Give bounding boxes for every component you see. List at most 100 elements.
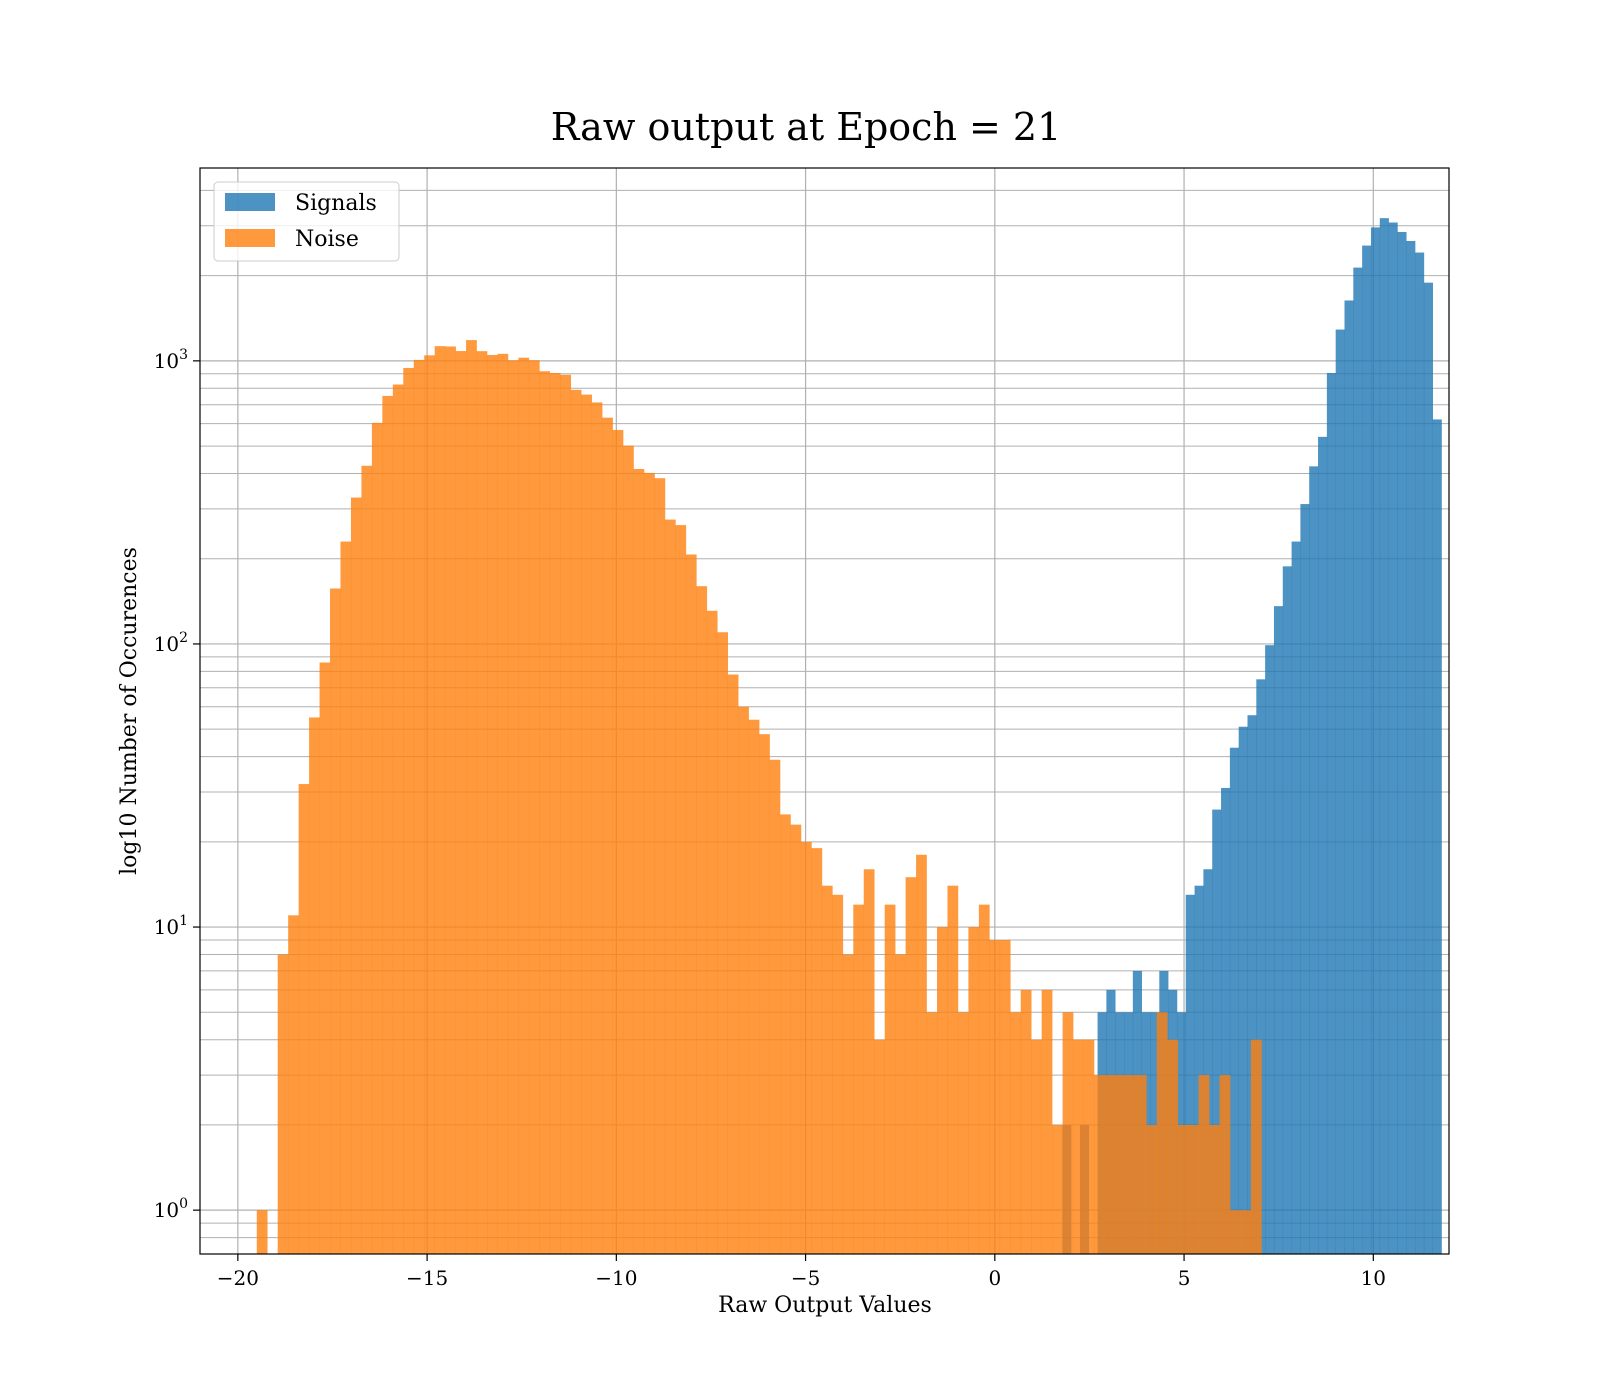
noise-bars (256, 340, 1262, 1255)
noise-bar (926, 1012, 938, 1254)
noise-bar (1031, 1039, 1042, 1254)
legend-swatch-noise (225, 229, 275, 247)
signals-bar (1388, 222, 1398, 1255)
noise-bar (832, 894, 844, 1254)
noise-bar (957, 1012, 969, 1254)
y-axis: 100 101 102 103 (154, 347, 200, 1222)
signals-bar (1318, 436, 1328, 1254)
signals-bar (1415, 252, 1425, 1255)
noise-bar (664, 519, 676, 1254)
noise-bar (1093, 1075, 1105, 1254)
y-tick-label: 101 (154, 913, 188, 939)
noise-bar (1146, 1124, 1158, 1254)
noise-bar (759, 734, 770, 1254)
signals-bar (1282, 566, 1292, 1254)
noise-bar (1104, 1075, 1116, 1254)
noise-bar (727, 674, 739, 1254)
x-tick-label: 5 (1178, 1266, 1191, 1290)
noise-bar (842, 954, 854, 1254)
y-tick-label: 102 (154, 630, 188, 656)
noise-bar (1125, 1075, 1137, 1254)
noise-bar (382, 395, 394, 1255)
noise-bar (403, 367, 415, 1254)
signals-bar (1247, 715, 1257, 1254)
noise-bar (288, 915, 299, 1254)
noise-bar (1020, 989, 1032, 1254)
legend-swatch-signals (225, 193, 275, 211)
noise-bar (1073, 1039, 1084, 1254)
noise-bar (591, 402, 603, 1254)
signals-bar (1432, 419, 1442, 1254)
noise-bar (445, 346, 456, 1254)
signals-bar (1221, 787, 1231, 1254)
noise-bar (874, 1039, 885, 1254)
noise-bar (675, 525, 687, 1254)
noise-bar (1010, 1012, 1022, 1254)
noise-bar (602, 417, 613, 1254)
signals-bar (1273, 606, 1284, 1254)
noise-bar (309, 717, 320, 1254)
noise-bar (1230, 1210, 1241, 1254)
noise-bar (560, 374, 572, 1255)
noise-bar (487, 354, 498, 1254)
noise-bar (780, 814, 791, 1254)
noise-bar (455, 351, 467, 1254)
signals-bar (1265, 645, 1275, 1254)
noise-bar (392, 384, 404, 1254)
noise-bar (466, 340, 477, 1254)
noise-bar (497, 353, 509, 1254)
noise-bar (528, 360, 540, 1254)
noise-bar (696, 586, 708, 1254)
noise-bar (1188, 1124, 1199, 1254)
chart-title: Raw output at Epoch = 21 (551, 105, 1062, 149)
noise-bar (989, 940, 1001, 1254)
noise-bar (1240, 1210, 1252, 1254)
noise-bar (999, 940, 1011, 1254)
noise-bar (937, 927, 948, 1254)
noise-bar (947, 885, 959, 1254)
noise-bar (895, 954, 906, 1254)
noise-bar (549, 372, 561, 1254)
noise-bar (1209, 1124, 1220, 1254)
noise-bar (916, 854, 927, 1254)
signals-bar (1185, 894, 1195, 1254)
legend-label-signals: Signals (295, 191, 377, 216)
noise-bar (1177, 1124, 1189, 1254)
y-axis-label: log10 Number of Occurences (117, 547, 142, 875)
signals-bar (1309, 466, 1319, 1255)
noise-bar (361, 465, 373, 1254)
noise-bar (1219, 1075, 1231, 1254)
signals-bar (1335, 329, 1345, 1254)
signals-bar (1229, 747, 1239, 1254)
noise-bar (905, 877, 917, 1254)
signals-bar (1423, 282, 1433, 1254)
signals-bar (1326, 372, 1336, 1254)
x-tick-label: −5 (791, 1266, 820, 1290)
signals-bar (1203, 869, 1213, 1254)
noise-bar (1114, 1075, 1126, 1254)
noise-bar (1083, 1039, 1095, 1254)
plot-area-frame (199, 167, 1450, 1255)
legend-label-noise: Noise (295, 227, 359, 252)
x-tick-label: 10 (1361, 1266, 1386, 1290)
noise-bar (539, 371, 551, 1254)
x-axis: −20 −15 −10 −5 0 5 10 (217, 1254, 1386, 1290)
noise-bar (811, 848, 823, 1254)
signals-bar (1291, 541, 1301, 1254)
noise-bar (968, 927, 980, 1254)
x-tick-label: −10 (595, 1266, 637, 1290)
signals-bar (1379, 218, 1389, 1254)
noise-bar (1250, 1039, 1262, 1254)
x-tick-label: −20 (217, 1266, 259, 1290)
signals-bar (1194, 885, 1204, 1254)
noise-bar (1062, 1012, 1074, 1254)
signals-bar (1238, 726, 1248, 1254)
noise-bar (978, 904, 990, 1254)
noise-bar (685, 554, 697, 1254)
noise-bar (319, 662, 331, 1254)
x-axis-label: Raw Output Values (718, 1293, 932, 1318)
noise-bar (1156, 1012, 1168, 1254)
noise-bar (476, 351, 488, 1254)
signals-bar (1256, 679, 1266, 1254)
